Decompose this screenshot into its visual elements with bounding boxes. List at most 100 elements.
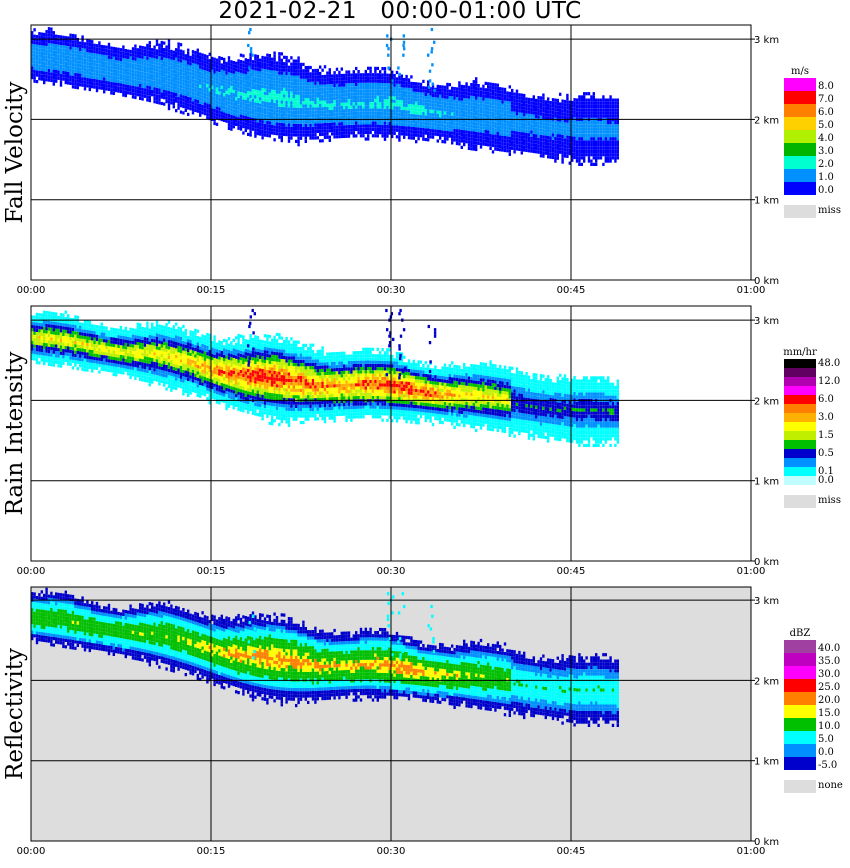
echo-cell: [578, 98, 581, 102]
echo-cell: [515, 144, 519, 148]
echo-cell: [477, 132, 480, 136]
echo-cell: [616, 140, 619, 144]
echo-cell: [105, 84, 108, 88]
echo-cell: [340, 83, 343, 87]
echo-cell: [316, 68, 319, 72]
echo-cell: [47, 353, 51, 357]
echo-cell: [405, 103, 408, 107]
echo-cell: [597, 101, 600, 105]
echo-cell: [244, 103, 247, 107]
echo-cell: [148, 95, 151, 99]
echo-cell: [496, 86, 499, 90]
echo-cell: [314, 107, 317, 111]
echo-cell: [290, 123, 293, 127]
echo-cell: [511, 95, 514, 99]
echo-cell: [479, 97, 483, 101]
echo-cell: [88, 62, 91, 66]
echo-cell: [556, 150, 559, 154]
echo-cell: [386, 85, 390, 89]
echo-cell: [285, 97, 288, 101]
echo-cell: [223, 64, 226, 68]
echo-cell: [477, 103, 480, 107]
echo-cell: [119, 67, 123, 71]
echo-cell: [254, 99, 257, 103]
echo-cell: [43, 352, 46, 356]
echo-cell: [381, 108, 384, 112]
echo-cell: [475, 122, 478, 126]
echo-cell: [487, 91, 490, 95]
echo-cell: [239, 69, 243, 73]
echo-cell: [607, 124, 610, 128]
echo-cell: [45, 317, 48, 321]
echo-cell: [148, 63, 151, 67]
echo-cell: [319, 123, 322, 127]
echo-cell: [40, 319, 43, 324]
echo-cell: [275, 119, 279, 123]
echo-cell: [355, 89, 358, 93]
echo-cell: [412, 88, 415, 92]
echo-cell: [309, 81, 312, 86]
echo-cell: [503, 145, 507, 149]
echo-cell: [417, 124, 420, 128]
echo-cell: [391, 118, 394, 122]
echo-cell: [187, 48, 190, 52]
echo-cell: [374, 79, 377, 83]
echo-cell: [611, 127, 615, 131]
echo-cell: [35, 316, 39, 320]
echo-cell: [345, 96, 348, 100]
echo-cell: [340, 86, 343, 90]
echo-cell: [148, 60, 151, 64]
echo-cell: [383, 96, 387, 100]
echo-cell: [309, 65, 312, 70]
echo-cell: [395, 125, 399, 129]
echo-cell: [172, 50, 175, 54]
echo-cell: [215, 58, 219, 62]
echo-cell: [532, 114, 535, 118]
echo-cell: [527, 133, 531, 137]
echo-cell: [52, 350, 55, 354]
echo-cell: [35, 60, 39, 64]
echo-cell: [172, 63, 175, 67]
echo-cell: [520, 135, 523, 139]
echo-cell: [187, 61, 190, 65]
echo-cell: [379, 89, 382, 93]
echo-cell: [119, 70, 123, 74]
echo-cell: [602, 104, 605, 109]
echo-cell: [256, 96, 259, 100]
echo-cell: [542, 103, 545, 107]
echo-cell: [419, 98, 423, 102]
echo-cell: [275, 64, 279, 68]
echo-cell: [523, 119, 526, 123]
echo-cell: [448, 89, 451, 93]
echo-cell: [232, 89, 235, 94]
echo-cell: [76, 73, 79, 77]
echo-cell: [592, 140, 595, 144]
echo-cell: [451, 93, 454, 97]
echo-cell: [208, 117, 211, 121]
echo-cell: [213, 115, 216, 119]
echo-cell: [122, 48, 125, 52]
echo-cell: [335, 106, 339, 110]
echo-cell: [158, 75, 161, 79]
echo-cell: [374, 108, 377, 112]
echo-cell: [88, 68, 91, 72]
echo-cell: [43, 42, 46, 46]
echo-cell: [333, 93, 336, 97]
echo-cell: [571, 133, 574, 137]
echo-cell: [441, 133, 444, 137]
echo-cell: [403, 122, 406, 127]
echo-cell: [295, 120, 298, 124]
echo-cell: [592, 156, 595, 160]
echo-cell: [182, 66, 185, 70]
echo-cell: [455, 129, 459, 133]
echo-cell: [343, 125, 346, 129]
echo-cell: [273, 51, 276, 55]
echo-cell: [566, 125, 569, 130]
echo-cell: [321, 84, 324, 88]
echo-cell: [345, 105, 348, 109]
echo-cell: [371, 76, 375, 80]
echo-cell: [242, 67, 245, 71]
echo-cell: [302, 101, 305, 105]
echo-cell: [74, 85, 77, 89]
echo-cell: [323, 100, 327, 104]
